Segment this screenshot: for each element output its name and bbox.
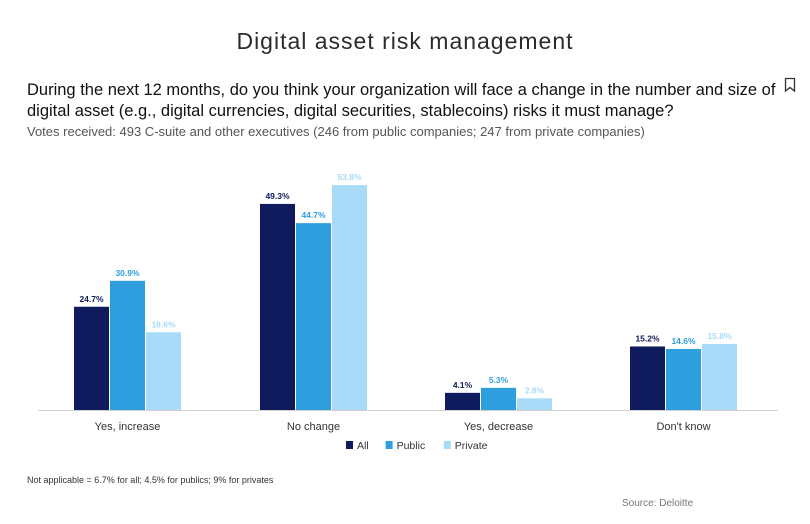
bar-public-3 [481,387,516,410]
legend-swatch-public [385,441,393,449]
bar-all-2 [260,203,295,410]
bar-public-2 [296,223,331,410]
category-label: Yes, decrease [464,421,533,433]
bar-public-4 [666,348,701,410]
data-label: 49.3% [265,191,290,201]
legend-label-all: All [357,440,369,452]
data-label: 44.7% [301,210,326,220]
legend-label-public: Public [397,440,426,452]
legend-label-private: Private [455,440,488,452]
bar-all-4 [630,346,665,410]
data-label: 53.8% [337,172,362,182]
category-label: No change [287,421,340,433]
data-label: 4.1% [453,380,473,390]
data-label: 2.8% [525,385,545,395]
votes-received: Votes received: 493 C-suite and other ex… [27,124,645,139]
bar-private-4 [702,343,737,410]
chart-title: Digital asset risk management [236,28,574,54]
survey-question: During the next 12 months, do you think … [27,81,776,120]
bar-all-3 [445,392,480,410]
legend-swatch-private [443,441,451,449]
bar-public-1 [110,280,145,410]
data-label: 15.2% [635,333,660,343]
bookmark-icon[interactable] [784,77,796,93]
bar-private-2 [332,185,367,410]
source-note: Source: Deloitte [622,498,694,509]
data-label: 15.8% [707,331,732,341]
bar-chart: 24.7% 30.9% 18.6% Yes, increase 49.3% 44.7% 53… [38,172,778,452]
bar-private-1 [146,332,181,410]
legend-swatch-all [346,441,353,449]
data-label: 30.9% [115,268,140,278]
category-label: Yes, increase [95,421,161,433]
bar-private-3 [517,398,552,410]
data-label: 14.6% [671,336,696,346]
category-label: Don't know [656,421,710,433]
data-label: 18.6% [151,319,176,329]
bar-all-1 [74,306,109,410]
data-label: 24.7% [79,294,104,304]
data-label: 5.3% [489,375,509,385]
footnote: Not applicable = 6.7% for all; 4.5% for … [27,475,274,485]
